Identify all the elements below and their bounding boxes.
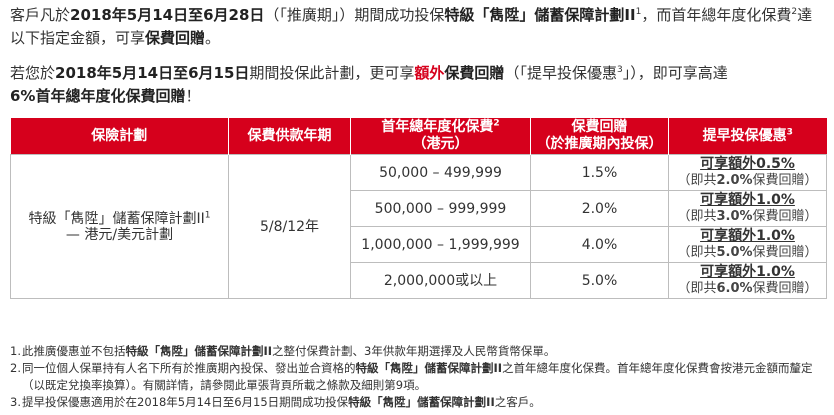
plan-name: 特級「雋陞」儲蓄保障計劃II (444, 6, 636, 24)
header-premium: 首年總年度化保費2 （港元） (350, 118, 531, 155)
footnote-number: 2. (10, 361, 21, 375)
intro-text: （「提早投保優惠 (504, 64, 617, 82)
intro-text: 。 (205, 29, 221, 47)
footnote-ref: 1 (635, 7, 642, 17)
footnote-text: 此推廣優惠並不包括特級「雋陞」儲蓄保障計劃II之整付保費計劃、3年供款年期選擇及… (22, 344, 556, 358)
intro-text: ！ (185, 87, 201, 105)
header-premium-label: 首年總年度化保費 (381, 119, 494, 135)
promo-period-date: 2018年5月14日至6月28日 (70, 6, 265, 24)
intro-paragraph-1: 客戶凡於2018年5月14日至6月28日（「推廣期」）期間成功投保特級「雋陞」儲… (10, 4, 826, 50)
header-rebate-sub: （於推廣期內投保） (536, 136, 663, 152)
footnote-ref: 3 (786, 126, 793, 137)
table-row: 1,000,000 – 1,999,999 4.0% 可享額外1.0% （即共5.… (11, 226, 827, 263)
footnote-ref: 1 (204, 209, 211, 220)
intro-text: ，而首年總年度化保費 (641, 6, 792, 24)
footnote-item: 2. 同一位個人保單持有人名下所有於推廣期內投保、發出並合資格的特級「雋陞」儲蓄… (10, 360, 826, 394)
plan-currency: — 港元/美元計劃 (65, 226, 174, 243)
header-early: 提早投保優惠3 (668, 118, 827, 155)
intro-text: 期間投保此計劃，更可享 (249, 64, 415, 82)
extra-rebate: 可享額外0.5% (700, 156, 795, 172)
table-row: 2,000,000或以上 5.0% 可享額外1.0% （即共6.0%保費回贈） (11, 262, 827, 299)
footnotes: 1. 此推廣優惠並不包括特級「雋陞」儲蓄保障計劃II之整付保費計劃、3年供款年期… (10, 343, 826, 411)
plan-cell: 特級「雋陞」儲蓄保障計劃II1 — 港元/美元計劃 (10, 154, 229, 299)
plan-name: 特級「雋陞」儲蓄保障計劃II (28, 210, 205, 227)
early-cell: 可享額外0.5% （即共2.0%保費回贈） (668, 154, 827, 191)
rebate-cell: 4.0% (530, 226, 669, 263)
footnote-number: 3. (10, 395, 21, 409)
rebate-cell: 1.5% (530, 154, 669, 191)
intro-text: 達以下指定金額，可享 (10, 6, 813, 47)
total-rebate: （即共3.0%保費回贈） (677, 209, 818, 224)
footnote-item: 1. 此推廣優惠並不包括特級「雋陞」儲蓄保障計劃II之整付保費計劃、3年供款年期… (10, 343, 826, 360)
intro-text: 若您於 (10, 64, 56, 82)
intro-paragraph-2: 若您於2018年5月14日至6月15日期間投保此計劃，更可享額外保費回贈（「提早… (10, 62, 826, 108)
rebate-table: 保險計劃 保費供款年期 首年總年度化保費2 （港元） 保費回贈 （於推廣期內投保） … (10, 118, 827, 299)
rebate-cell: 2.0% (530, 190, 669, 227)
header-years: 保費供款年期 (228, 118, 351, 155)
total-rebate: （即共5.0%保費回贈） (677, 245, 818, 260)
table-row: 特級「雋陞」儲蓄保障計劃II1 — 港元/美元計劃 5/8/12年 50,000 … (10, 154, 827, 299)
early-cell: 可享額外1.0% （即共3.0%保費回贈） (668, 190, 827, 227)
rebate-term: 保費回贈 (444, 64, 505, 82)
footnote-item: 3. 提早投保優惠適用於在2018年5月14日至6月15日期間成功投保特級「雋陞… (10, 394, 826, 411)
premium-cell: 50,000 – 499,999 (350, 154, 531, 191)
rebate-cell: 5.0% (530, 262, 669, 299)
intro-text: （「推廣期」）期間成功投保 (264, 6, 445, 24)
years-cell: 5/8/12年 (228, 154, 351, 299)
footnote-number: 1. (10, 344, 21, 358)
footnote-text: 提早投保優惠適用於在2018年5月14日至6月15日期間成功投保特級「雋陞」儲蓄… (22, 395, 541, 409)
total-rebate: （即共6.0%保費回贈） (677, 281, 818, 296)
header-early-label: 提早投保優惠 (702, 127, 787, 144)
rebate-term: 保費回贈 (145, 29, 206, 47)
extra-highlight: 額外 (414, 64, 445, 82)
header-premium-sub: （港元） (412, 136, 469, 152)
premium-cell: 2,000,000或以上 (350, 262, 531, 299)
header-rebate-label: 保費回贈 (571, 119, 628, 135)
extra-rebate: 可享額外1.0% (700, 228, 795, 244)
footnote-ref: 3 (616, 65, 623, 75)
header-rebate: 保費回贈 （於推廣期內投保） (530, 118, 669, 155)
premium-cell: 500,000 – 999,999 (350, 190, 531, 227)
early-cell: 可享額外1.0% （即共5.0%保費回贈） (668, 226, 827, 263)
total-rebate: （即共2.0%保費回贈） (677, 173, 818, 188)
max-rebate-text: 6%首年總年度化保費回贈 (10, 87, 186, 105)
header-plan: 保險計劃 (10, 118, 229, 155)
intro-text: 」），即可享高達 (622, 64, 728, 82)
premium-cell: 1,000,000 – 1,999,999 (350, 226, 531, 263)
extra-rebate: 可享額外1.0% (700, 192, 795, 208)
early-period-date: 2018年5月14日至6月15日 (55, 64, 250, 82)
early-cell: 可享額外1.0% （即共6.0%保費回贈） (668, 262, 827, 299)
intro-text: 客戶凡於 (10, 6, 71, 24)
table-header-row: 保險計劃 保費供款年期 首年總年度化保費2 （港元） 保費回贈 （於推廣期內投保） … (10, 118, 827, 155)
footnote-ref: 2 (791, 7, 798, 17)
extra-rebate: 可享額外1.0% (700, 264, 795, 280)
footnote-ref: 2 (493, 118, 500, 129)
footnote-text: 同一位個人保單持有人名下所有於推廣期內投保、發出並合資格的特級「雋陞」儲蓄保障計… (22, 361, 813, 392)
